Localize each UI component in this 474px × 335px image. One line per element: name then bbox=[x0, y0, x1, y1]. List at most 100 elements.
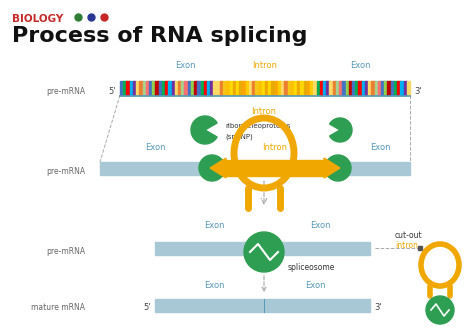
Bar bbox=[346, 81, 349, 95]
Text: 3': 3' bbox=[374, 303, 382, 312]
Bar bbox=[239, 81, 243, 95]
Text: pre-mRNA: pre-mRNA bbox=[46, 86, 85, 95]
Bar bbox=[162, 81, 165, 95]
Bar bbox=[362, 81, 365, 95]
Bar bbox=[181, 81, 185, 95]
Bar bbox=[355, 81, 359, 95]
Bar bbox=[191, 81, 194, 95]
Bar bbox=[184, 81, 188, 95]
Bar bbox=[342, 81, 346, 95]
Text: pre-mRNA: pre-mRNA bbox=[46, 247, 85, 256]
Bar bbox=[201, 81, 204, 95]
Bar bbox=[252, 81, 255, 95]
Bar bbox=[220, 81, 223, 95]
Text: cut-out: cut-out bbox=[395, 230, 423, 240]
Text: 5': 5' bbox=[144, 303, 151, 312]
Bar bbox=[384, 81, 388, 95]
Bar bbox=[381, 81, 384, 95]
Bar bbox=[242, 81, 246, 95]
Bar bbox=[127, 81, 130, 95]
Bar bbox=[172, 81, 175, 95]
Bar bbox=[374, 81, 378, 95]
Bar bbox=[291, 81, 294, 95]
Text: Intron: Intron bbox=[252, 107, 276, 116]
Bar bbox=[397, 81, 401, 95]
Bar bbox=[152, 81, 156, 95]
Bar bbox=[155, 81, 159, 95]
Bar bbox=[168, 81, 172, 95]
Text: pre-mRNA: pre-mRNA bbox=[46, 166, 85, 176]
Bar bbox=[294, 81, 298, 95]
Bar bbox=[255, 81, 259, 95]
Bar bbox=[246, 81, 249, 95]
Bar bbox=[272, 81, 275, 95]
Bar bbox=[133, 81, 137, 95]
Text: mature mRNA: mature mRNA bbox=[31, 304, 85, 313]
Text: Exon: Exon bbox=[204, 221, 224, 230]
Wedge shape bbox=[327, 155, 351, 181]
Bar bbox=[339, 81, 343, 95]
Text: Intron: Intron bbox=[263, 143, 288, 152]
Bar bbox=[407, 81, 410, 95]
Bar bbox=[310, 81, 314, 95]
Bar bbox=[178, 81, 182, 95]
Bar bbox=[262, 81, 265, 95]
Bar bbox=[368, 81, 372, 95]
Bar bbox=[403, 81, 407, 95]
Bar bbox=[274, 81, 278, 95]
Text: spliceosome: spliceosome bbox=[288, 264, 336, 272]
Polygon shape bbox=[324, 158, 340, 178]
Bar bbox=[320, 81, 323, 95]
Text: Exon: Exon bbox=[370, 143, 390, 152]
Bar bbox=[304, 81, 307, 95]
Bar bbox=[149, 81, 153, 95]
Bar bbox=[100, 161, 410, 175]
Bar bbox=[165, 81, 169, 95]
Bar bbox=[159, 81, 162, 95]
Bar bbox=[233, 81, 237, 95]
Bar bbox=[371, 81, 375, 95]
Bar bbox=[333, 81, 336, 95]
Bar bbox=[229, 81, 233, 95]
Bar bbox=[281, 81, 284, 95]
Bar bbox=[349, 81, 352, 95]
Bar bbox=[204, 81, 207, 95]
Bar bbox=[326, 81, 330, 95]
Bar bbox=[278, 81, 282, 95]
Wedge shape bbox=[329, 118, 352, 142]
Text: Process of RNA splicing: Process of RNA splicing bbox=[12, 26, 308, 46]
Text: 5': 5' bbox=[109, 86, 116, 95]
Bar bbox=[226, 81, 230, 95]
Bar bbox=[329, 81, 333, 95]
Bar bbox=[365, 81, 368, 95]
Text: Exon: Exon bbox=[350, 62, 370, 70]
Bar bbox=[194, 81, 198, 95]
Bar bbox=[130, 81, 133, 95]
Bar bbox=[136, 81, 140, 95]
Bar bbox=[146, 81, 149, 95]
Bar bbox=[297, 81, 301, 95]
Bar bbox=[143, 81, 146, 95]
Bar bbox=[378, 81, 381, 95]
Bar bbox=[401, 81, 404, 95]
Text: Exon: Exon bbox=[204, 280, 224, 289]
Bar bbox=[213, 81, 217, 95]
Text: 3': 3' bbox=[414, 86, 422, 95]
Text: Exon: Exon bbox=[310, 221, 330, 230]
Bar bbox=[258, 81, 262, 95]
Bar bbox=[323, 81, 327, 95]
Bar bbox=[284, 81, 288, 95]
Bar bbox=[387, 81, 391, 95]
Bar bbox=[236, 81, 239, 95]
Polygon shape bbox=[210, 158, 226, 178]
Text: Exon: Exon bbox=[305, 280, 325, 289]
Wedge shape bbox=[199, 155, 223, 181]
Bar bbox=[391, 81, 394, 95]
Bar bbox=[288, 81, 291, 95]
Bar bbox=[336, 81, 339, 95]
Bar bbox=[301, 81, 304, 95]
Wedge shape bbox=[191, 116, 217, 144]
Bar bbox=[175, 81, 178, 95]
Bar bbox=[352, 81, 356, 95]
Bar bbox=[155, 298, 370, 312]
